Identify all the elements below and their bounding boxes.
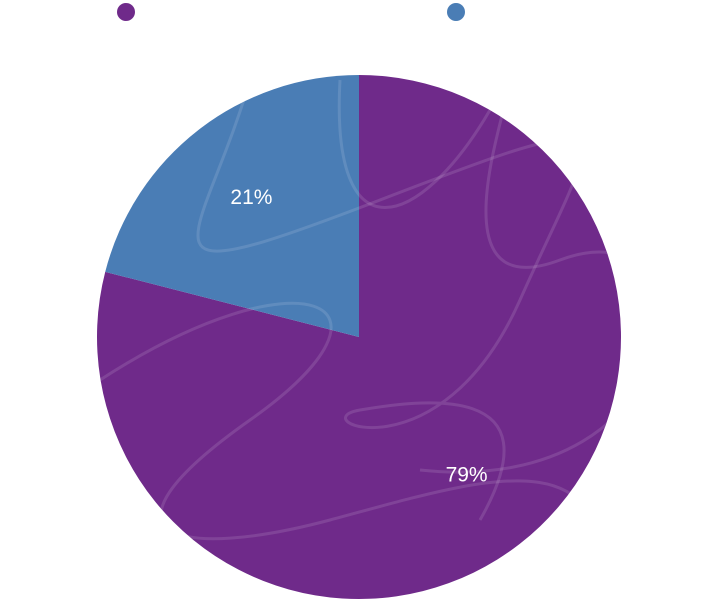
legend <box>117 3 465 21</box>
legend-marker <box>117 3 135 21</box>
squiggle <box>337 79 621 474</box>
pie-slice <box>105 75 360 337</box>
value-label: 79% <box>446 463 488 486</box>
value-label: 21% <box>230 186 272 209</box>
labels: 79% 21% <box>230 186 487 486</box>
pie <box>96 75 621 599</box>
squiggle <box>196 79 582 521</box>
pie-slice <box>96 75 621 599</box>
legend-marker <box>447 3 465 21</box>
